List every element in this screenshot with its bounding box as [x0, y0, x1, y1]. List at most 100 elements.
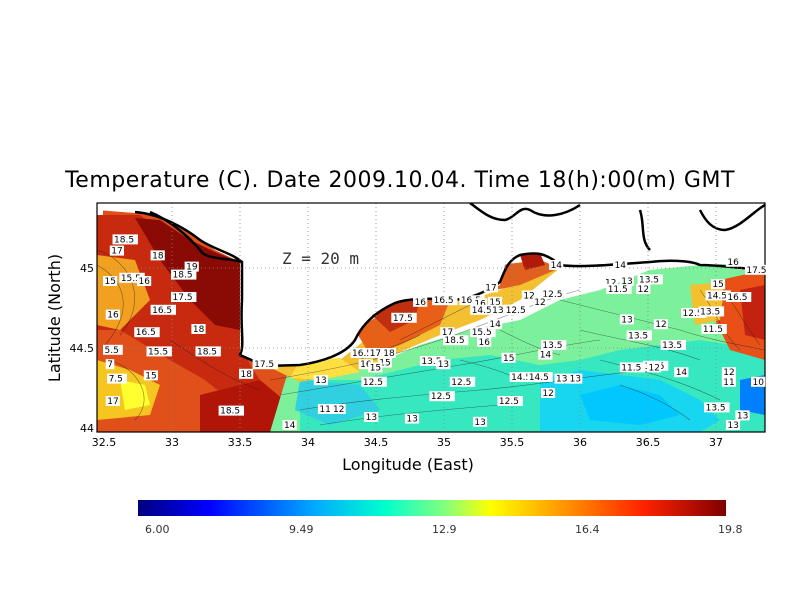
contour-label-text: 16.5 [352, 349, 372, 359]
contour-label-text: 13 [570, 375, 581, 385]
contour-label-text: 13.5 [556, 375, 576, 385]
contour-label-text: 12 [542, 389, 553, 399]
contour-label-text: 12 [523, 291, 534, 301]
contour-label-text: 18 [193, 325, 205, 335]
contour-label: 12 [603, 277, 618, 289]
contour-label: 12.5 [497, 396, 523, 407]
contour-label: 12 [721, 367, 736, 378]
contour-label-text: 13 [366, 413, 377, 423]
contour-label: 11.5 [619, 362, 646, 373]
contour-label-text: 12.5 [542, 290, 562, 300]
x-tick-label: 36.5 [636, 436, 661, 449]
contour-label: 16.5 [459, 295, 485, 306]
contour-label: 15 [143, 370, 158, 381]
chart-title: Temperature (C). Date 2009.10.04. Time 1… [65, 168, 735, 193]
contour-label-text: 13 [737, 411, 748, 421]
temperature-field [97, 203, 765, 432]
contour-label-text: 12.5 [363, 378, 383, 388]
contour-label: 11 [721, 376, 736, 388]
contour-label: 16.5 [432, 295, 458, 306]
contour-label-text: 17 [442, 328, 453, 338]
x-tick-label: 33 [165, 436, 179, 449]
contour-label: 18 [150, 250, 165, 261]
contour-label: 12 [532, 296, 547, 308]
y-tick-label: 44 [80, 422, 94, 435]
contour-label: 14 [538, 349, 553, 361]
contour-label-text: 13.5 [700, 307, 720, 317]
contour-label: 13.5 [540, 340, 567, 351]
contour-label: 18 [239, 368, 254, 380]
contour-label: 13.5 [490, 304, 516, 316]
contour-label: 7.5 [107, 373, 127, 385]
contour-label-text: 15 [379, 359, 390, 369]
contour-label: 13.5 [554, 373, 580, 385]
contour-label-text: 13.5 [542, 341, 562, 351]
y-axis-label: Latitude (North) [45, 254, 64, 382]
contour-label: 17.5 [744, 264, 771, 276]
x-tick-label: 36 [573, 436, 587, 449]
contour-label: 15 [103, 276, 118, 287]
contour-label: 14.5 [470, 304, 496, 316]
contour-label-text: 14 [551, 261, 563, 271]
contour-label-text: 15.5 [472, 328, 492, 338]
contour-label-text: 19 [186, 263, 198, 273]
contour-label: 7 [105, 359, 115, 370]
contour-label: 13.5 [419, 356, 446, 367]
contour-label: 17 [483, 282, 498, 293]
contour-label-text: 17.5 [254, 360, 274, 370]
contour-label: 13 [404, 413, 420, 425]
contour-label-text: 16.5 [461, 296, 481, 306]
contour-label-text: 15 [503, 354, 514, 364]
contour-label-text: 13.5 [628, 331, 648, 341]
contour-label: 17.5 [252, 359, 278, 370]
contour-label-text: 15 [145, 371, 156, 381]
contour-label-text: 16 [415, 298, 427, 308]
contour-label-text: 17 [485, 283, 496, 293]
contour-label-text: 18.5 [197, 347, 217, 357]
contour-label-text: 12.5 [431, 392, 451, 402]
contour-label-text: 13 [621, 277, 632, 287]
y-tick-label: 45 [80, 262, 94, 275]
contour-label-text: 12.5 [506, 306, 526, 316]
contour-label-text: 15 [370, 363, 381, 373]
contour-label-text: 16 [139, 277, 151, 287]
contour-label-text: 14 [676, 368, 688, 378]
contour-label: 12.5 [429, 391, 455, 402]
contour-label: 17 [368, 348, 383, 359]
contour-label-text: 15 [712, 280, 723, 290]
contour-label: 13 [364, 412, 379, 423]
contour-label-text: 13 [727, 421, 738, 431]
contour-label: 5.5 [103, 344, 123, 356]
contour-label: 15 [710, 279, 726, 290]
contour-label: 15.5 [119, 272, 145, 284]
contour-label-text: 12 [638, 285, 649, 295]
contour-label-text: 16.5 [136, 328, 156, 338]
contour-label: 16 [413, 296, 428, 308]
contour-label-text: 16.5 [727, 293, 747, 303]
contour-label-text: 12 [655, 320, 666, 330]
contour-label: 15 [377, 357, 392, 369]
contour-label-text: 16 [479, 338, 491, 348]
contour-label-text: 14.5 [529, 373, 549, 383]
contour-label-text: 12 [649, 363, 660, 373]
contour-label: 16 [472, 298, 488, 309]
x-tick-label: 34 [301, 436, 315, 449]
contour-label-text: 13 [406, 415, 417, 425]
contour-label: 13.5 [626, 330, 652, 341]
contour-label-text: 18.5 [220, 407, 240, 417]
contour-label-text: 17 [111, 247, 122, 257]
contour-label-text: 16 [474, 299, 486, 309]
contour-label-text: 13.5 [421, 357, 441, 367]
contour-label: 18.5 [218, 405, 244, 417]
contour-label-text: 11.5 [319, 405, 339, 415]
contour-label: 17.5 [171, 292, 197, 303]
x-tick-label: 32.5 [92, 436, 117, 449]
contour-label: 16 [477, 336, 492, 348]
contour-label: 17 [440, 327, 455, 338]
coastline [134, 203, 765, 368]
contour-label-text: 17.5 [173, 293, 193, 303]
contour-label-text: 15.5 [148, 347, 168, 357]
contour-label: 13.5 [698, 306, 725, 317]
